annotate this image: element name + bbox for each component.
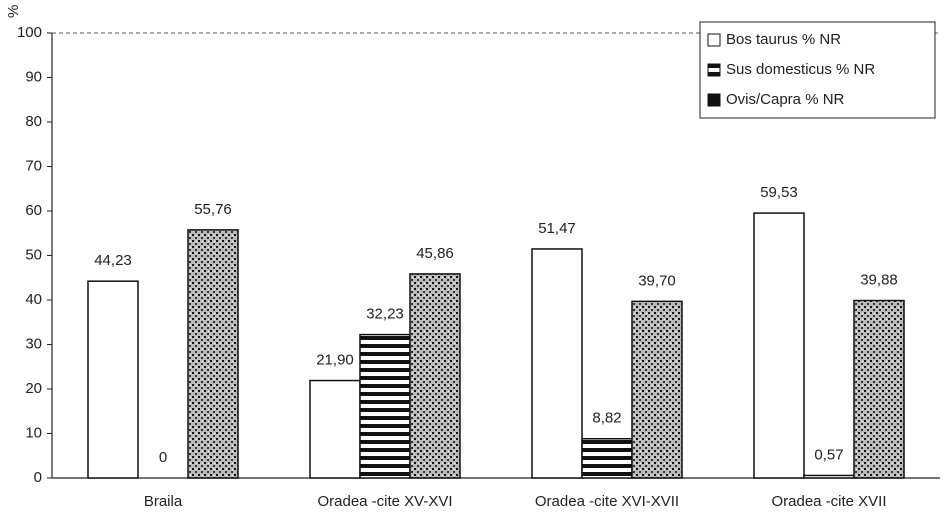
x-tick-label: Braila — [144, 493, 183, 510]
legend-swatch — [707, 63, 721, 77]
x-tick-label: Oradea -cite XV-XVI — [317, 493, 452, 510]
value-label: 45,86 — [416, 245, 454, 262]
value-label: 39,88 — [860, 272, 898, 289]
value-label: 0 — [159, 449, 167, 466]
y-tick-label: 10 — [25, 424, 42, 441]
bar — [359, 333, 411, 479]
y-tick-label: 60 — [25, 202, 42, 219]
value-label: 59,53 — [760, 184, 798, 201]
bar — [753, 212, 805, 479]
value-label: 55,76 — [194, 201, 232, 218]
bar — [803, 474, 855, 479]
value-label: 0,57 — [814, 446, 843, 463]
x-tick-label: Oradea -cite XVI-XVII — [535, 493, 679, 510]
y-axis-label: % — [5, 5, 22, 18]
legend-box — [699, 21, 936, 119]
legend-label: Sus domesticus % NR — [726, 61, 875, 78]
bar — [409, 273, 461, 479]
y-tick-label: 30 — [25, 335, 42, 352]
x-tick-label: Oradea -cite XVII — [771, 493, 886, 510]
y-tick-label: 0 — [34, 469, 42, 486]
bar — [309, 379, 361, 479]
bar — [853, 299, 905, 479]
value-label: 44,23 — [94, 252, 132, 269]
value-label: 21,90 — [316, 352, 354, 369]
value-label: 8,82 — [592, 410, 621, 427]
legend-swatch — [707, 93, 721, 107]
y-tick-label: 100 — [17, 24, 42, 41]
legend-label: Ovis/Capra % NR — [726, 91, 845, 108]
y-tick-label: 70 — [25, 157, 42, 174]
legend-label: Bos taurus % NR — [726, 31, 841, 48]
value-label: 39,70 — [638, 272, 676, 289]
bar — [187, 229, 239, 479]
y-tick-label: 40 — [25, 291, 42, 308]
bar — [581, 438, 633, 479]
y-tick-label: 20 — [25, 380, 42, 397]
y-tick-label: 50 — [25, 246, 42, 263]
value-label: 32,23 — [366, 306, 404, 323]
bar — [631, 300, 683, 479]
bar — [87, 280, 139, 479]
legend-swatch — [707, 33, 721, 47]
bar — [531, 248, 583, 479]
y-tick-label: 80 — [25, 113, 42, 130]
y-tick-label: 90 — [25, 68, 42, 85]
value-label: 51,47 — [538, 220, 576, 237]
